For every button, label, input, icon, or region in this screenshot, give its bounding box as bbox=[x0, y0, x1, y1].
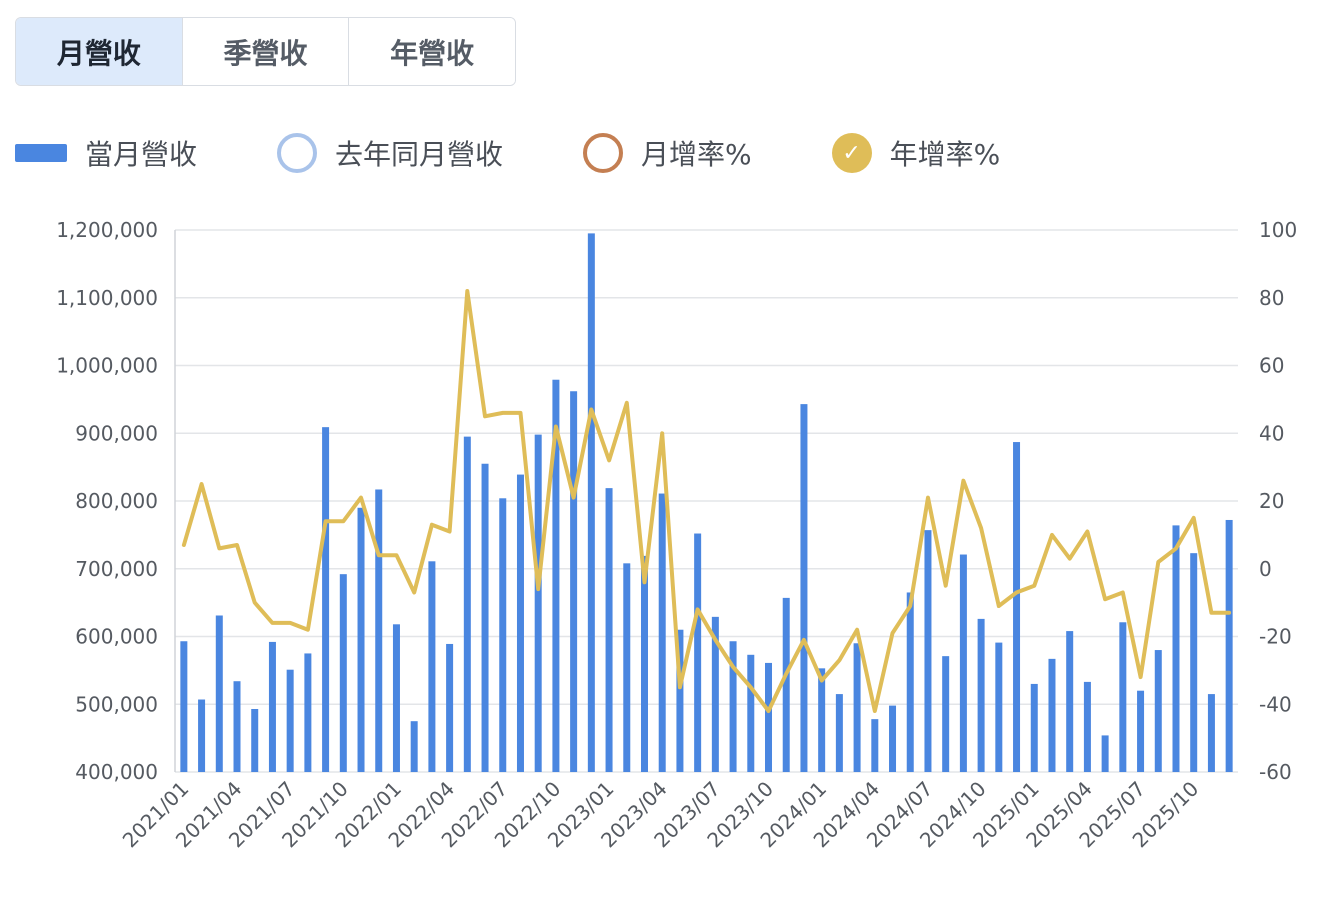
revenue-bar bbox=[516, 474, 524, 772]
revenue-period-tabs: 月營收 季營收 年營收 bbox=[15, 17, 516, 86]
revenue-bar bbox=[676, 629, 684, 772]
revenue-bar bbox=[304, 653, 312, 772]
legend-label: 當月營收 bbox=[85, 138, 198, 171]
tab-quarterly-revenue[interactable]: 季營收 bbox=[182, 18, 350, 85]
revenue-bar bbox=[942, 656, 950, 772]
revenue-chart: 400,000 -60 500,000 -40 600,000 -20 700,000 0 80… bbox=[56, 218, 1297, 852]
revenue-bar bbox=[1172, 525, 1180, 772]
revenue-bar bbox=[1190, 553, 1198, 772]
revenue-bar bbox=[392, 624, 400, 772]
y-right-tick-label: 100 bbox=[1259, 218, 1297, 242]
revenue-bar bbox=[215, 615, 223, 772]
y-right-tick-label: -60 bbox=[1259, 760, 1292, 784]
y-left-tick-label: 600,000 bbox=[75, 625, 158, 649]
revenue-bar bbox=[623, 563, 631, 772]
revenue-bar bbox=[765, 662, 773, 772]
revenue-bar bbox=[1048, 658, 1056, 772]
legend-item-last-year-revenue[interactable]: 去年同月營收 bbox=[277, 133, 503, 173]
revenue-bar bbox=[587, 233, 595, 772]
revenue-bar bbox=[1137, 690, 1145, 772]
revenue-bar bbox=[233, 681, 241, 772]
revenue-bar bbox=[251, 708, 259, 772]
y-right-tick-label: -20 bbox=[1259, 625, 1292, 649]
legend-item-mom-growth[interactable]: 月增率% bbox=[583, 133, 752, 173]
revenue-bar bbox=[463, 436, 471, 772]
revenue-bar bbox=[1066, 631, 1074, 772]
revenue-bar bbox=[1101, 735, 1109, 772]
revenue-bar bbox=[1083, 681, 1091, 772]
revenue-bar bbox=[640, 555, 648, 772]
revenue-bar bbox=[835, 694, 843, 772]
revenue-bar bbox=[428, 561, 436, 772]
y-left-tick-label: 800,000 bbox=[75, 489, 158, 513]
legend-label: 月增率% bbox=[641, 138, 752, 171]
revenue-bar bbox=[570, 391, 578, 772]
y-left-tick-label: 500,000 bbox=[75, 692, 158, 716]
revenue-bar bbox=[552, 379, 560, 772]
revenue-bar bbox=[1030, 683, 1038, 772]
revenue-bar bbox=[711, 616, 719, 772]
revenue-bar bbox=[694, 533, 702, 772]
revenue-bar bbox=[977, 618, 985, 772]
revenue-bar bbox=[995, 642, 1003, 772]
y-right-tick-label: 60 bbox=[1259, 354, 1284, 378]
revenue-bar bbox=[818, 668, 826, 772]
revenue-bar bbox=[180, 641, 188, 772]
revenue-bar bbox=[1207, 694, 1215, 772]
revenue-bar bbox=[871, 719, 879, 772]
revenue-bar bbox=[658, 493, 666, 772]
revenue-bar bbox=[889, 705, 897, 772]
revenue-bar bbox=[499, 498, 507, 772]
revenue-bar bbox=[534, 434, 542, 772]
revenue-bar bbox=[959, 554, 967, 772]
revenue-bar bbox=[906, 592, 914, 772]
y-right-tick-label: 80 bbox=[1259, 286, 1284, 310]
y-left-tick-label: 400,000 bbox=[75, 760, 158, 784]
y-right-tick-label: 40 bbox=[1259, 421, 1284, 445]
y-left-tick-label: 1,200,000 bbox=[56, 218, 158, 242]
revenue-bar bbox=[268, 641, 276, 772]
revenue-bar bbox=[1013, 442, 1021, 772]
revenue-bar bbox=[1225, 519, 1233, 772]
revenue-bar bbox=[357, 507, 365, 772]
revenue-bar bbox=[800, 404, 808, 772]
legend-label: 年增率% bbox=[889, 138, 1001, 171]
y-left-tick-label: 900,000 bbox=[75, 421, 158, 445]
y-left-tick-label: 1,000,000 bbox=[56, 354, 158, 378]
tab-monthly-revenue[interactable]: 月營收 bbox=[16, 18, 183, 85]
y-right-tick-label: 0 bbox=[1259, 557, 1272, 581]
revenue-bar bbox=[1154, 650, 1162, 772]
yoy-growth-line bbox=[181, 289, 1232, 713]
circle-toggle-icon bbox=[583, 133, 624, 173]
y-right-tick-label: -40 bbox=[1259, 692, 1292, 716]
revenue-bar bbox=[198, 699, 206, 772]
tab-annual-revenue[interactable]: 年營收 bbox=[349, 18, 515, 85]
revenue-bar bbox=[1119, 622, 1127, 772]
revenue-bar bbox=[481, 463, 489, 772]
chart-legend: 當月營收 去年同月營收 月增率% ✓ 年增率% bbox=[15, 128, 1000, 178]
check-icon: ✓ bbox=[831, 133, 872, 173]
legend-item-yoy-growth[interactable]: ✓ 年增率% bbox=[831, 133, 1001, 173]
revenue-bar bbox=[286, 669, 294, 772]
revenue-bar bbox=[339, 574, 347, 772]
revenue-bar bbox=[729, 641, 737, 772]
revenue-bar bbox=[322, 427, 330, 772]
revenue-bar bbox=[747, 654, 755, 772]
revenue-bar bbox=[853, 643, 861, 772]
y-left-tick-label: 1,100,000 bbox=[56, 286, 158, 310]
y-right-tick-label: 20 bbox=[1259, 489, 1284, 513]
revenue-bar bbox=[924, 530, 932, 772]
y-left-tick-label: 700,000 bbox=[75, 557, 158, 581]
revenue-bar bbox=[605, 488, 613, 772]
bar-swatch-icon bbox=[15, 144, 67, 162]
legend-item-monthly-revenue[interactable]: 當月營收 bbox=[15, 133, 197, 173]
revenue-bar bbox=[375, 489, 383, 772]
revenue-bar bbox=[782, 597, 790, 772]
revenue-bar bbox=[410, 721, 418, 772]
revenue-bar bbox=[446, 643, 454, 772]
legend-label: 去年同月營收 bbox=[335, 138, 504, 171]
circle-toggle-icon bbox=[277, 133, 318, 173]
